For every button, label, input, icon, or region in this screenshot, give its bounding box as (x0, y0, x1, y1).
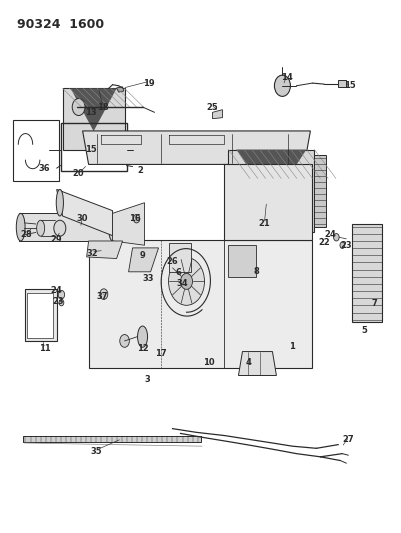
Polygon shape (89, 240, 312, 368)
Circle shape (54, 220, 66, 236)
Text: 34: 34 (177, 279, 188, 288)
Text: 11: 11 (39, 344, 51, 353)
Circle shape (100, 289, 108, 300)
Text: 29: 29 (51, 236, 63, 245)
Text: 16: 16 (129, 214, 140, 223)
Text: 23: 23 (340, 241, 352, 250)
Text: 2: 2 (138, 166, 144, 175)
Text: 6: 6 (176, 269, 182, 277)
Text: 14: 14 (281, 73, 292, 82)
Text: 12: 12 (137, 344, 148, 353)
Text: 27: 27 (342, 435, 354, 444)
Text: 8: 8 (253, 268, 259, 276)
Bar (61, 123, 127, 171)
Circle shape (274, 75, 290, 96)
Circle shape (168, 257, 205, 305)
Bar (25, 289, 57, 341)
Polygon shape (117, 87, 124, 92)
Bar (13, 120, 59, 181)
Text: 20: 20 (73, 169, 85, 178)
Polygon shape (237, 150, 306, 203)
Text: 23: 23 (53, 296, 65, 305)
Text: 36: 36 (38, 164, 50, 173)
Text: 35: 35 (91, 447, 102, 456)
Polygon shape (71, 88, 117, 131)
Polygon shape (239, 352, 276, 375)
Text: 13: 13 (85, 108, 96, 117)
Text: 30: 30 (77, 214, 88, 223)
Polygon shape (23, 435, 200, 442)
Circle shape (120, 335, 130, 348)
Text: 5: 5 (361, 326, 367, 335)
Text: 26: 26 (167, 257, 178, 265)
Bar (314, 155, 326, 227)
Ellipse shape (138, 326, 148, 348)
Bar (63, 88, 125, 150)
Text: 3: 3 (145, 375, 151, 384)
Circle shape (72, 99, 85, 116)
Circle shape (334, 233, 339, 241)
Ellipse shape (109, 213, 117, 241)
Text: 22: 22 (318, 238, 330, 247)
Bar (27, 293, 53, 338)
Text: 32: 32 (87, 249, 98, 258)
Circle shape (180, 273, 192, 289)
Text: 15: 15 (344, 81, 356, 90)
Polygon shape (129, 248, 158, 272)
Text: 1: 1 (290, 342, 296, 351)
Bar (168, 243, 190, 272)
Polygon shape (57, 189, 113, 236)
Ellipse shape (56, 189, 63, 216)
Text: 90324  1600: 90324 1600 (17, 18, 104, 31)
Text: 18: 18 (97, 102, 108, 111)
Ellipse shape (16, 213, 25, 241)
Text: 17: 17 (155, 349, 166, 358)
Polygon shape (213, 110, 223, 119)
Bar (229, 150, 314, 232)
Polygon shape (83, 131, 310, 165)
Text: 33: 33 (143, 273, 154, 282)
Text: 15: 15 (85, 145, 97, 154)
Circle shape (134, 214, 140, 223)
Circle shape (58, 290, 65, 299)
Text: 25: 25 (207, 102, 219, 111)
Circle shape (340, 242, 345, 248)
Polygon shape (113, 203, 144, 245)
Text: 21: 21 (259, 220, 270, 229)
Text: 24: 24 (324, 230, 336, 239)
Bar (338, 80, 346, 87)
Text: 19: 19 (143, 78, 154, 87)
Text: 28: 28 (21, 230, 32, 239)
Circle shape (59, 300, 64, 306)
Polygon shape (225, 165, 312, 240)
Polygon shape (87, 241, 123, 259)
Polygon shape (229, 245, 257, 277)
Text: 24: 24 (51, 286, 63, 295)
Text: 10: 10 (203, 358, 214, 367)
Text: 7: 7 (371, 299, 377, 308)
Text: 4: 4 (245, 358, 251, 367)
Polygon shape (19, 213, 113, 241)
Text: 9: 9 (140, 252, 146, 260)
Ellipse shape (36, 220, 45, 236)
Text: 37: 37 (97, 292, 108, 301)
Bar (352, 224, 381, 322)
